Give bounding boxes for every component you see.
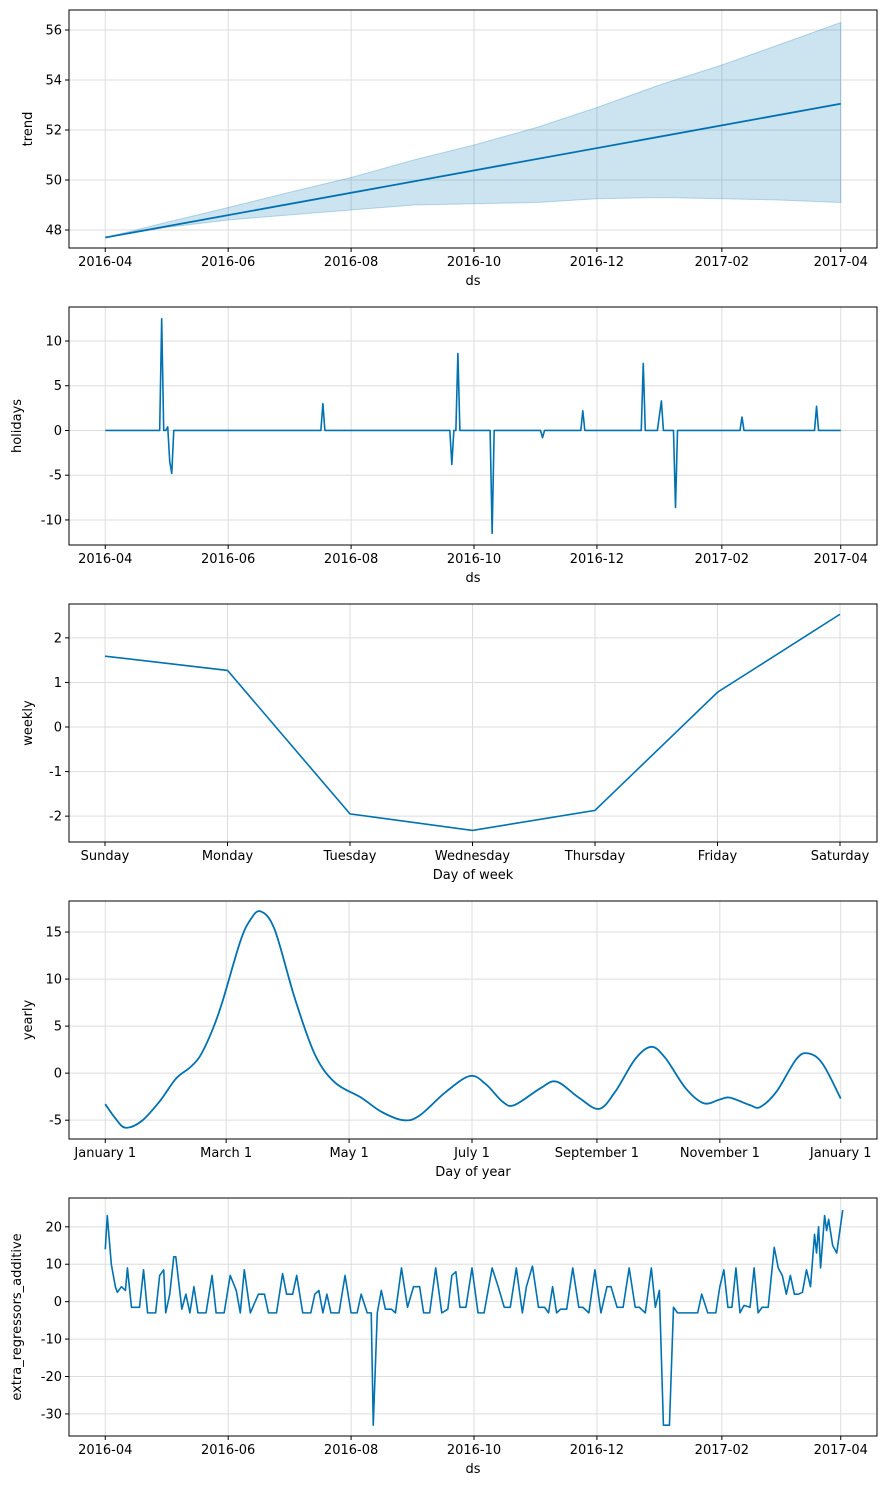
x-tick-label: 2017-02 [695,552,749,567]
x-tick-label: 2016-04 [78,552,132,567]
y-tick-label: 10 [45,335,62,350]
y-tick-label: -5 [49,469,62,484]
x-tick-label: 2016-10 [447,552,501,567]
y-tick-label: 5 [54,379,62,394]
x-tick-label: 2017-02 [695,255,749,270]
x-tick-label: Tuesday [323,849,377,864]
y-tick-label: 0 [54,424,62,439]
axes-frame [69,307,877,545]
x-tick-label: 2016-12 [570,255,624,270]
x-tick-label: 2017-04 [814,255,868,270]
x-tick-label: November 1 [680,1146,760,1161]
x-tick-label: Thursday [564,849,626,864]
axes-frame [69,901,877,1139]
x-tick-label: 2016-06 [201,552,255,567]
y-axis-label: yearly [21,1000,36,1041]
y-tick-label: 10 [45,1258,62,1273]
x-tick-label: Friday [698,849,738,864]
y-tick-label: 1 [54,676,62,691]
y-tick-label: 0 [54,1295,62,1310]
y-tick-label: -1 [49,765,62,780]
x-tick-label: Monday [202,849,254,864]
panel-holidays: 2016-04 2016-06 2016-08 2016-10 2016-12 2017-… [10,307,877,586]
y-tick-label: 52 [45,124,62,139]
x-tick-label: 2016-08 [324,552,378,567]
x-axis-label: ds [465,274,480,289]
y-axis-label: weekly [21,700,36,746]
panel-trend: 2016-04 2016-06 2016-08 2016-10 2016-12 2017-… [21,10,877,289]
y-tick-label: 2 [54,631,62,646]
y-tick-label: -10 [41,513,62,528]
y-tick-label: 10 [45,973,62,988]
x-tick-label: 2016-08 [324,1443,378,1458]
x-tick-label: May 1 [329,1146,368,1161]
y-tick-label: -20 [41,1370,62,1385]
x-axis-label: Day of year [435,1165,511,1180]
x-axis-label: ds [465,571,480,586]
x-tick-label: 2016-10 [447,255,501,270]
panel-weekly: Sunday Monday Tuesday Wednesday Thursday Frid… [21,604,877,883]
x-tick-label: 2016-08 [324,255,378,270]
y-tick-label: 15 [45,926,62,941]
y-tick-label: -2 [49,810,62,825]
x-tick-label: Wednesday [435,849,511,864]
x-tick-label: 2016-04 [78,1443,132,1458]
x-axis-label: ds [465,1462,480,1477]
holidays-line [105,319,840,534]
y-tick-label: 50 [45,174,62,189]
y-axis-label: holidays [10,399,25,453]
y-tick-label: -10 [41,1333,62,1348]
x-tick-label: 2016-12 [570,552,624,567]
x-tick-label: 2017-04 [814,1443,868,1458]
y-tick-label: 0 [54,1067,62,1082]
x-tick-label: Sunday [81,849,130,864]
y-tick-label: -5 [49,1114,62,1129]
y-axis-label: trend [21,112,36,147]
x-tick-label: Saturday [811,849,870,864]
x-tick-label: 2016-10 [447,1443,501,1458]
x-tick-label: January 1 [73,1146,136,1161]
y-tick-label: 5 [54,1020,62,1035]
yearly-line [105,911,840,1128]
y-tick-label: 0 [54,721,62,736]
panel-extra-regressors-additive: 2016-04 2016-06 2016-08 2016-10 2016-12 2017-… [10,1198,877,1477]
y-tick-label: 54 [45,74,62,89]
x-tick-label: 2016-06 [201,1443,255,1458]
x-tick-label: 2017-04 [814,552,868,567]
y-tick-label: -30 [41,1407,62,1422]
y-tick-label: 20 [45,1220,62,1235]
y-tick-label: 48 [45,224,62,239]
x-tick-label: March 1 [200,1146,252,1161]
x-tick-label: 2016-06 [201,255,255,270]
y-tick-label: 56 [45,24,62,39]
axes-frame [69,1198,877,1436]
x-axis-label: Day of week [433,868,514,883]
x-tick-label: 2016-04 [78,255,132,270]
x-tick-label: 2016-12 [570,1443,624,1458]
y-axis-label: extra_regressors_additive [10,1233,25,1400]
panel-yearly: January 1 March 1 May 1 July 1 September 1 No… [21,901,877,1180]
x-tick-label: 2017-02 [695,1443,749,1458]
x-tick-label: January 1 [809,1146,872,1161]
x-tick-label: July 1 [453,1146,490,1161]
x-tick-label: September 1 [555,1146,639,1161]
